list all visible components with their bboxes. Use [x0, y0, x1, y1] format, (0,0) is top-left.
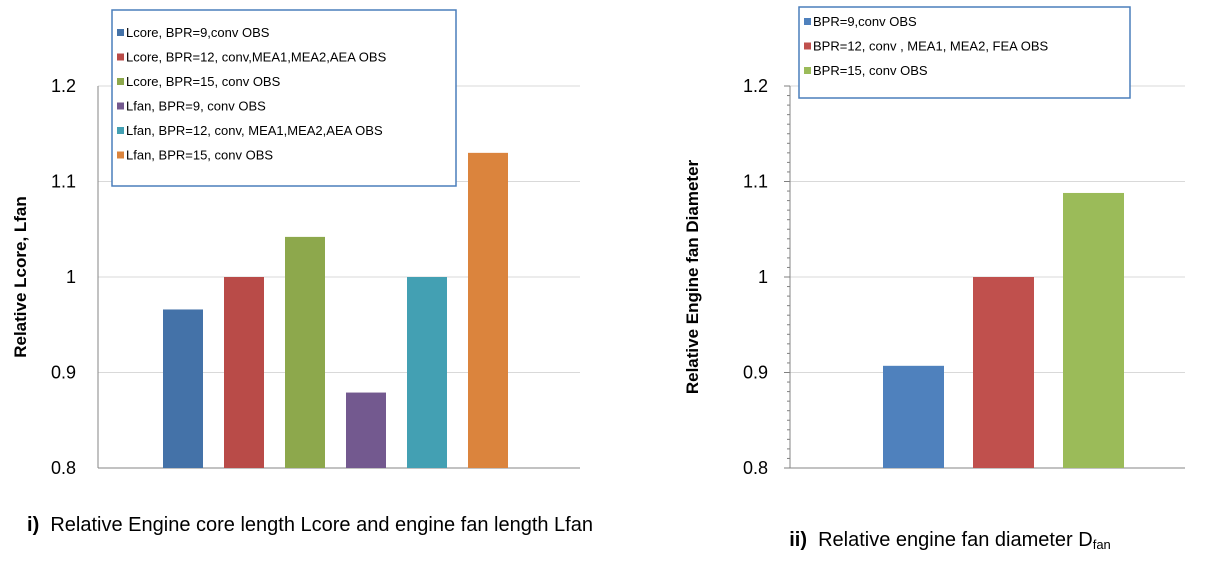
y-tick-label: 1.1 [743, 172, 768, 192]
y-tick-label: 1.1 [51, 172, 76, 192]
legend-swatch [804, 42, 811, 50]
bar [224, 277, 264, 468]
legend-swatch [117, 78, 124, 85]
bar [407, 277, 447, 468]
legend-label: Lcore, BPR=12, conv,MEA1,MEA2,AEA OBS [126, 50, 387, 65]
bar [285, 236, 325, 468]
bar [883, 365, 944, 468]
legend-swatch [117, 102, 124, 110]
legend-swatch [117, 127, 124, 134]
caption-left-marker: i) [27, 514, 40, 536]
legend-label: Lfan, BPR=9, conv OBS [126, 99, 266, 114]
bar [1063, 192, 1124, 468]
y-axis-label: Relative Lcore, Lfan [11, 196, 30, 358]
legend-label: BPR=15, conv OBS [813, 63, 928, 78]
legend-swatch [117, 53, 124, 61]
caption-left-text: Relative Engine core length Lcore and en… [50, 514, 593, 536]
bar [346, 392, 386, 468]
caption-right-subscript: fan [1092, 537, 1111, 552]
bar [163, 309, 203, 468]
y-tick-label: 1.2 [51, 76, 76, 96]
legend-swatch [117, 151, 124, 159]
legend-swatch [804, 18, 811, 25]
y-tick-label: 0.8 [743, 458, 768, 478]
legend-label: Lcore, BPR=15, conv OBS [126, 74, 281, 89]
caption-right-text: Relative engine fan diameter D [818, 529, 1093, 551]
y-tick-label: 1 [758, 267, 768, 287]
caption-right: ii) Relative engine fan diameter Dfan [700, 526, 1200, 559]
legend-label: BPR=12, conv , MEA1, MEA2, FEA OBS [813, 39, 1049, 54]
legend-swatch [117, 29, 124, 36]
legend-label: Lfan, BPR=12, conv, MEA1,MEA2,AEA OBS [126, 123, 383, 138]
legend-box [798, 6, 1131, 99]
legend-label: BPR=9,conv OBS [813, 14, 917, 29]
bar [468, 152, 508, 468]
y-tick-label: 1.2 [743, 76, 768, 96]
legend-box [111, 9, 457, 187]
legend-swatch [804, 67, 811, 74]
caption-right-marker: ii) [789, 529, 807, 551]
y-tick-label: 0.8 [51, 458, 76, 478]
y-tick-label: 1 [66, 267, 76, 287]
caption-left: i) Relative Engine core length Lcore and… [20, 511, 600, 540]
y-tick-label: 0.9 [743, 363, 768, 383]
y-axis-label: Relative Engine fan Diameter [683, 159, 702, 394]
y-tick-label: 0.9 [51, 363, 76, 383]
legend-label: Lfan, BPR=15, conv OBS [126, 148, 273, 163]
bar [973, 277, 1034, 468]
legend-label: Lcore, BPR=9,conv OBS [126, 25, 270, 40]
